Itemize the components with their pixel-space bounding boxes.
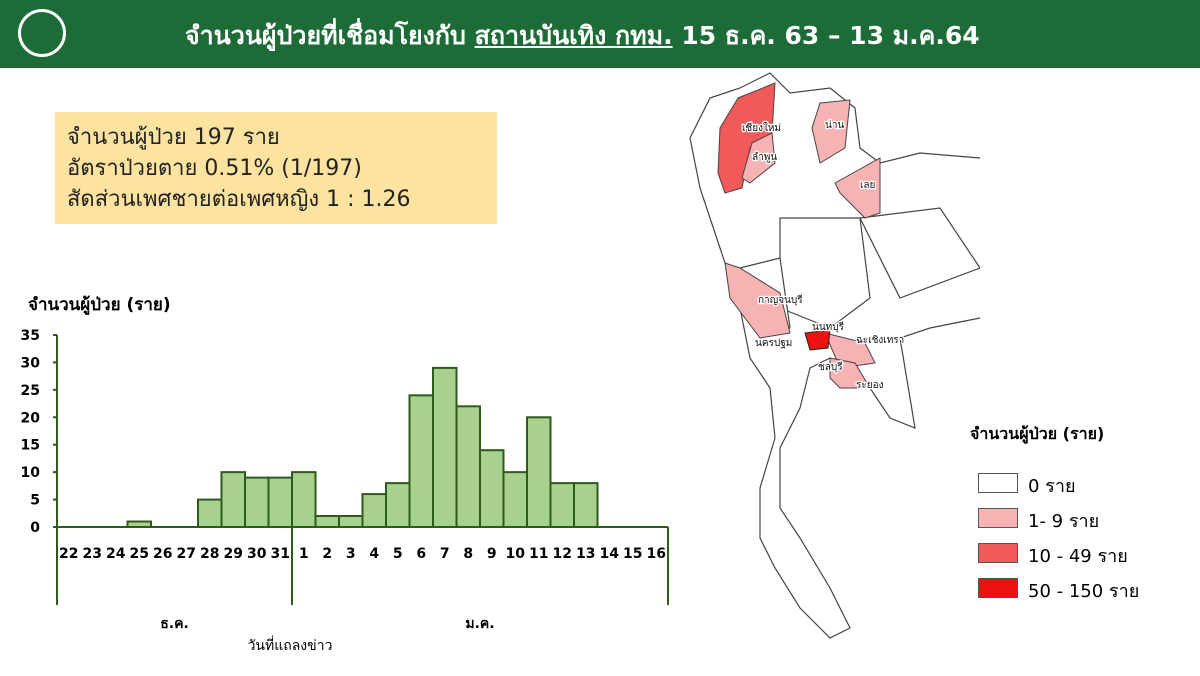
total-cases: จำนวนผู้ป่วย 197 ราย — [67, 125, 280, 150]
x-tick-label: 6 — [416, 546, 426, 562]
province-chonburi-rayong — [829, 357, 871, 389]
x-tick-label: 28 — [200, 546, 219, 562]
x-tick-label: 27 — [177, 546, 196, 562]
legend-label: 1- 9 ราย — [1028, 511, 1100, 532]
label-loei: เลย — [860, 180, 875, 191]
label-kanchanaburi: กาญจนบุรี — [758, 294, 803, 306]
legend-swatch — [978, 473, 1018, 493]
summary-box: จำนวนผู้ป่วย 197 ราย อัตราป่วยตาย 0.51% … — [55, 112, 497, 224]
y-tick-label: 0 — [30, 520, 40, 536]
x-tick-label: 30 — [247, 546, 267, 562]
bar — [197, 498, 223, 528]
legend-swatch — [978, 578, 1018, 598]
bar — [385, 482, 411, 529]
x-tick-label: 5 — [393, 546, 403, 562]
page-title: จำนวนผู้ป่วยที่เชื่อมโยงกับ สถานบันเทิง … — [185, 21, 980, 50]
bar — [549, 482, 575, 529]
x-tick-label: 13 — [576, 546, 595, 562]
x-tick-label: 3 — [346, 546, 356, 562]
fatality-rate: อัตราป่วยตาย 0.51% (1/197) — [67, 156, 362, 181]
x-tick-label: 22 — [59, 546, 78, 562]
bar — [314, 515, 340, 528]
bar — [361, 493, 387, 528]
x-tick-label: 31 — [271, 546, 290, 562]
y-tick-label: 30 — [21, 355, 41, 371]
bar — [526, 416, 552, 528]
legend-label: 50 - 150 ราย — [1028, 581, 1140, 602]
label-chachoengsao: ฉะเชิงเทรา — [856, 335, 904, 346]
province-kanchanaburi — [724, 262, 791, 339]
province-nonthaburi-bkk — [804, 329, 831, 351]
legend-title: จำนวนผู้ป่วย (ราย) — [970, 424, 1105, 443]
label-rayong: ระยอง — [856, 380, 884, 391]
x-tick-label: 7 — [440, 546, 450, 562]
x-tick-label: 1 — [299, 546, 309, 562]
bar — [291, 471, 317, 528]
bar — [244, 476, 270, 528]
province-loei — [834, 157, 881, 219]
ministry-logo-icon — [18, 9, 66, 57]
y-tick-label: 10 — [21, 465, 41, 481]
label-nonthaburi: นนทบุรี — [812, 321, 845, 333]
x-tick-label: 25 — [130, 546, 149, 562]
bar — [479, 449, 505, 528]
x-axis-title: วันที่แถลงข่าว — [248, 636, 333, 654]
bar — [573, 482, 599, 529]
x-tick-label: 14 — [600, 546, 620, 562]
bar — [432, 366, 458, 528]
x-tick-label: 4 — [369, 546, 379, 562]
y-tick-label: 35 — [21, 328, 40, 344]
x-tick-label: 23 — [83, 546, 102, 562]
province-nan — [811, 99, 851, 164]
x-tick-label: 29 — [224, 546, 243, 562]
label-chiangmai: เชียงใหม่ — [742, 122, 781, 134]
legend-label: 0 ราย — [1028, 476, 1076, 497]
bar — [220, 471, 246, 528]
x-tick-label: 15 — [623, 546, 642, 562]
label-nakhonpathom: นครปฐม — [755, 338, 792, 349]
header-bar: จำนวนผู้ป่วยที่เชื่อมโยงกับ สถานบันเทิง … — [0, 0, 1200, 68]
x-tick-label: 2 — [322, 546, 332, 562]
thailand-map: เชียงใหม่ ลำพูน น่าน เลย กาญจนบุรี นนทบุ… — [689, 72, 980, 639]
bar — [338, 515, 364, 528]
y-tick-label: 25 — [21, 383, 40, 399]
bar — [455, 405, 481, 528]
month-label: ธ.ค. — [160, 616, 189, 632]
legend-swatch — [978, 543, 1018, 563]
x-tick-label: 8 — [463, 546, 473, 562]
label-nan: น่าน — [825, 120, 844, 131]
label-lamphun: ลำพูน — [752, 152, 777, 163]
x-tick-label: 16 — [647, 546, 666, 562]
x-tick-label: 10 — [506, 546, 526, 562]
y-tick-label: 15 — [21, 438, 40, 454]
month-label: ม.ค. — [465, 616, 494, 632]
sex-ratio: สัดส่วนเพศชายต่อเพศหญิง 1 : 1.26 — [67, 187, 411, 212]
x-tick-label: 12 — [553, 546, 572, 562]
x-tick-label: 11 — [529, 546, 548, 562]
label-chonburi: ชลบุรี — [818, 361, 843, 373]
bar — [502, 471, 528, 528]
province-lamphun — [741, 132, 776, 184]
legend-swatch — [978, 508, 1018, 528]
x-tick-label: 9 — [487, 546, 497, 562]
legend-label: 10 - 49 ราย — [1028, 546, 1128, 567]
x-tick-label: 24 — [106, 546, 126, 562]
y-tick-label: 5 — [30, 493, 40, 509]
province-chiangmai — [717, 82, 776, 194]
y-tick-label: 20 — [21, 410, 41, 426]
bar — [408, 394, 434, 529]
y-axis-title: จำนวนผู้ป่วย (ราย) — [28, 295, 171, 316]
bar — [267, 476, 293, 528]
x-tick-label: 26 — [153, 546, 172, 562]
